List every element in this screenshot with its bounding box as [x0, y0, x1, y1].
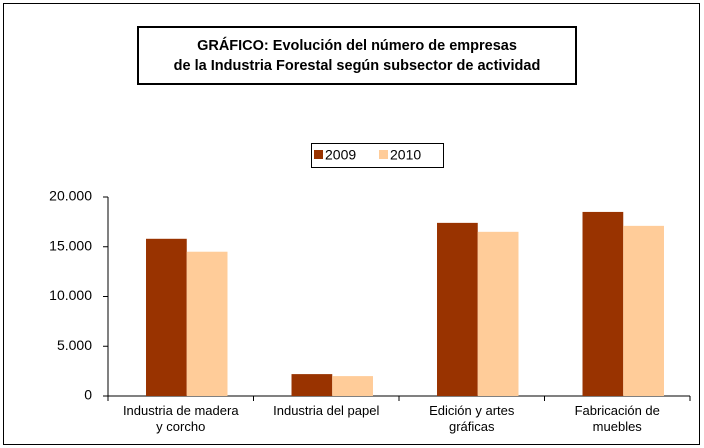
legend-label: 2009 [325, 147, 356, 163]
bar [582, 211, 624, 396]
bar [146, 238, 187, 396]
y-tick-label: 0 [84, 387, 92, 403]
x-tick-label: Industria de madera y corcho [122, 403, 239, 434]
bar [477, 231, 519, 396]
y-tick-label: 20.000 [49, 188, 92, 204]
x-tick-label: Edición y artes gráficas [429, 403, 515, 434]
bar [332, 376, 373, 396]
bar [291, 374, 333, 396]
x-tick-label: Fabricación de muebles [574, 403, 660, 434]
x-tick-label: Industria del papel [273, 403, 380, 418]
legend-swatch [379, 150, 388, 159]
bar [186, 251, 228, 396]
y-tick-label: 15.000 [49, 237, 92, 253]
bar [437, 222, 478, 396]
chart-title: GRÁFICO: Evolución del número de empresa… [137, 26, 577, 85]
bar [623, 225, 664, 396]
legend-label: 2010 [390, 147, 421, 163]
legend-box [311, 143, 444, 168]
y-tick-label: 5.000 [57, 337, 92, 353]
y-tick-label: 10.000 [49, 287, 92, 303]
legend-swatch [314, 150, 323, 159]
